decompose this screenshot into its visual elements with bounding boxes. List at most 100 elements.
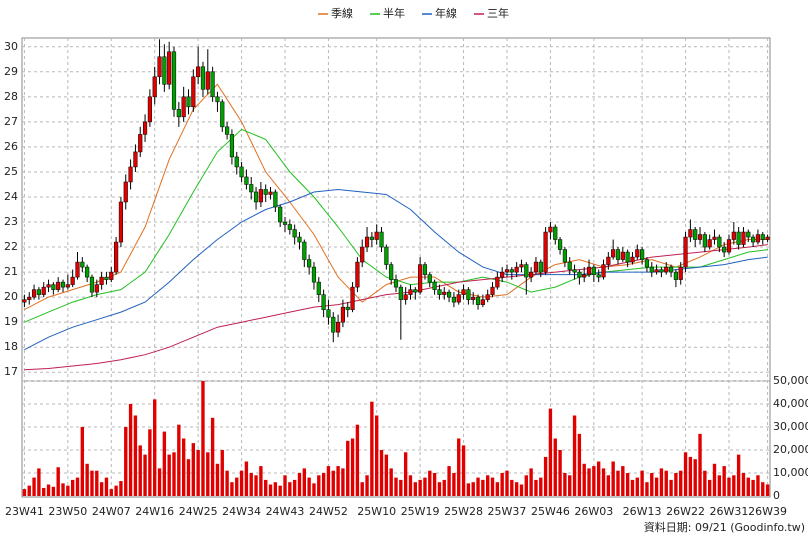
candle-body (509, 269, 514, 273)
volume-bar (732, 475, 736, 496)
volume-bar (346, 440, 350, 496)
volume-bar (292, 479, 297, 496)
volume-bar (635, 477, 639, 496)
volume-bar (302, 468, 306, 496)
legend-label: 年線 (435, 6, 457, 20)
candle-body (712, 236, 717, 240)
volume-bar (447, 466, 451, 496)
candle-body (244, 176, 249, 185)
y2-tick-label: 50,000 (773, 374, 808, 387)
y2-tick-label: 40,000 (773, 397, 808, 410)
candle-body (630, 256, 635, 263)
volume-bar (650, 473, 654, 496)
volume-bar (61, 483, 65, 496)
volume-bar (582, 463, 586, 496)
candle-body (292, 229, 297, 238)
candle-body (736, 231, 741, 245)
volume-bar (264, 479, 268, 496)
candle-body (586, 266, 592, 275)
volume-bar (707, 479, 712, 496)
y-tick-label: 21 (4, 265, 18, 278)
x-tick-label: 25W10 (357, 505, 396, 518)
volume-bar (408, 475, 413, 496)
y2-tick-label: 10,000 (773, 466, 808, 479)
candle-body (606, 256, 611, 265)
volume-bar (75, 477, 80, 496)
footer: 資料日期: 09/21 (Goodinfo.tw) (644, 520, 805, 534)
volume-bar (505, 470, 509, 496)
candle-body (220, 101, 225, 128)
volume-bar (85, 463, 89, 496)
volume-bar (394, 477, 398, 496)
volume-bar (500, 473, 504, 496)
volume-bar (95, 470, 99, 496)
candle-body (538, 261, 543, 273)
candle-body (171, 51, 177, 110)
candle-body (345, 306, 350, 310)
candle-body (591, 266, 596, 275)
volume-bar (148, 429, 152, 496)
candle-body (422, 264, 428, 275)
candle-body (664, 266, 669, 273)
volume-bar (37, 468, 41, 496)
candle-body (114, 241, 119, 273)
volume-bar (481, 479, 485, 496)
candle-body (157, 56, 162, 78)
volume-bar (553, 438, 557, 496)
candle-body (278, 206, 283, 223)
candle-body (644, 259, 650, 268)
volume-bar (355, 424, 360, 496)
candle-body (577, 271, 582, 278)
candle-body (471, 296, 476, 300)
volume-bar (601, 468, 606, 496)
y-tick-label: 30 (4, 40, 18, 53)
volume-bar (273, 482, 278, 496)
volume-bar (587, 468, 591, 496)
volume-bar (124, 427, 128, 496)
legend-label: 季線 (331, 6, 353, 20)
volume-bar (476, 477, 480, 496)
volume-bar (490, 477, 495, 496)
y-tick-label: 19 (4, 315, 18, 328)
volume-bar (172, 452, 176, 496)
candle-body (31, 289, 37, 298)
candle-body (514, 266, 519, 273)
candle-body (384, 246, 389, 265)
volume-bar (80, 427, 85, 496)
candle-body (697, 234, 703, 240)
candle-body (374, 231, 379, 240)
ma-line (24, 244, 768, 371)
candle-body (408, 289, 413, 295)
candle-body (649, 266, 654, 273)
volume-bar (683, 452, 688, 496)
candle-body (504, 269, 510, 273)
candle-body (282, 221, 288, 225)
candle-body (635, 249, 640, 258)
volume-bar (288, 482, 292, 496)
x-tick-label: 24W25 (179, 505, 218, 518)
candle-body (355, 261, 360, 288)
candle-body (128, 166, 133, 183)
volume-bar (360, 482, 364, 496)
volume-bar (375, 415, 379, 496)
candle-body (654, 269, 659, 273)
candle-body (239, 166, 244, 178)
volume-bar (596, 461, 601, 496)
volume-bar (196, 450, 200, 496)
y2-tick-label: 30,000 (773, 420, 808, 433)
volume-bar (70, 479, 75, 496)
volume-bar (461, 445, 466, 496)
candle-body (456, 294, 461, 303)
volume-bar (659, 468, 664, 496)
volume-bar (514, 482, 519, 496)
candle-body (466, 289, 471, 300)
volume-bar (307, 477, 311, 496)
volume-bar (138, 445, 142, 496)
candle-body (210, 71, 215, 98)
volume-bar (572, 415, 577, 496)
volume-bar (225, 470, 229, 496)
candle-body (56, 281, 61, 290)
candle-body (437, 289, 442, 295)
volume-bar (674, 473, 678, 496)
